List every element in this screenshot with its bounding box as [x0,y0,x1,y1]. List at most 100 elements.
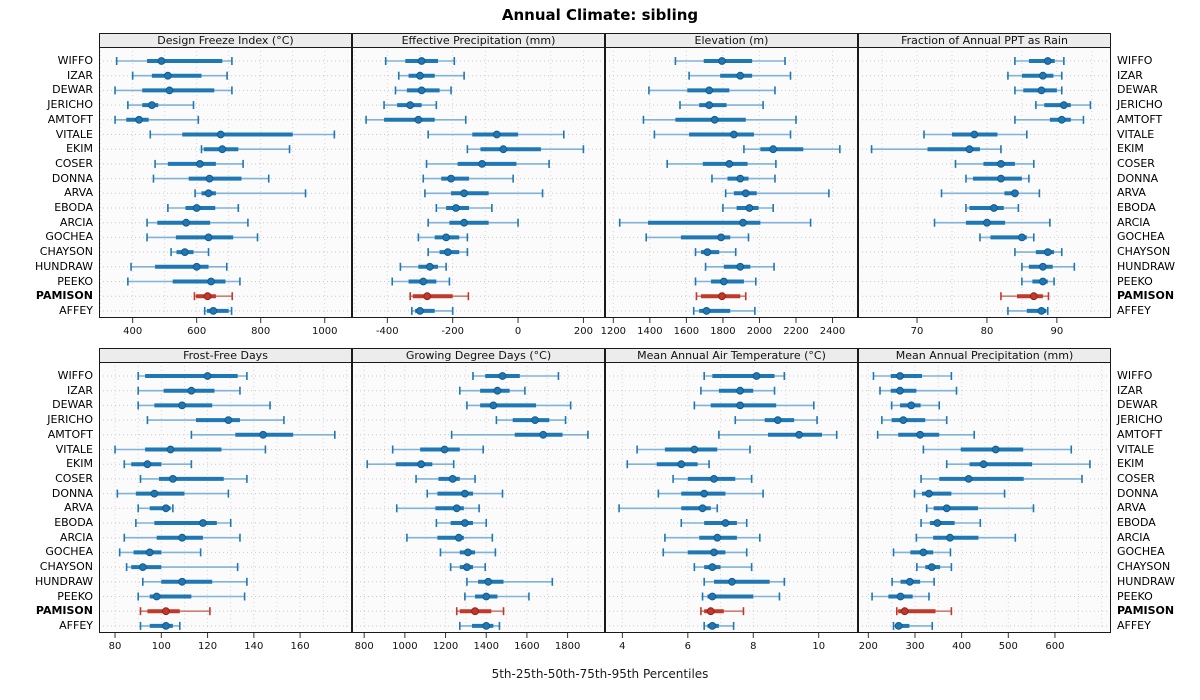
station-row [410,292,468,300]
station-label: ARVA [64,502,93,514]
median-dot [897,387,904,394]
median-dot [444,249,451,256]
x-axis: 4006008001000 [99,318,352,338]
station-label: AFFEY [59,305,93,317]
station-row [1015,248,1062,256]
station-label: JERICHO [47,414,93,426]
median-dot [179,402,186,409]
station-row [619,504,717,512]
station-row [620,219,811,227]
station-row [465,593,529,601]
station-row [701,387,775,395]
station-row [128,101,194,109]
station-row [921,475,1082,483]
station-label: VITALE [56,129,93,141]
station-label: CHAYSON [40,561,93,573]
median-dot [148,102,155,109]
median-dot [490,402,497,409]
median-dot [895,623,902,630]
x-tick-label: 4 [619,641,625,652]
station-labels-left-bottom: WIFFOIZARDEWARJERICHOAMTOFTVITALEEKIMCOS… [0,363,95,633]
median-dot [901,608,908,615]
station-row [1008,72,1062,80]
panel-elevation: Elevation (m) 12001400160018002000220024… [605,33,858,318]
x-tick-label: 1200 [601,326,626,337]
axis-caption: 5th-25th-50th-75th-95th Percentiles [0,667,1200,681]
percentile-plot [100,48,351,316]
station-label: PEEKO [1117,276,1153,288]
x-axis: 80010001200140016001800 [352,633,605,653]
x-axis: 200300400500600 [858,633,1111,653]
median-dot [540,431,547,438]
median-dot [707,608,714,615]
station-row [138,504,173,512]
x-tick-label: 1600 [674,326,699,337]
panel-fraction-ppt-as-rain: Fraction of Annual PPT as Rain 708090 [858,33,1111,318]
station-row [467,578,552,586]
station-label: PAMISON [1117,605,1174,617]
station-row [195,189,305,197]
panel-growing-degree-days: Growing Degree Days (°C) 800100012001400… [352,348,605,633]
median-dot [225,417,232,424]
station-row [873,372,951,380]
station-row [131,263,227,271]
median-dot [164,72,171,79]
median-dot [420,278,427,285]
station-row [872,145,1001,153]
station-row [425,189,543,197]
station-label: PAMISON [36,605,93,617]
panel-strip: Effective Precipitation (mm) [352,33,605,48]
station-label: JERICHO [1117,99,1163,111]
median-dot [146,549,153,556]
station-row [133,72,227,80]
station-label: AMTOFT [1117,114,1162,126]
station-row [124,460,191,468]
median-dot [678,461,685,468]
station-row [138,401,270,409]
median-dot [204,373,211,380]
station-row [915,490,1005,498]
station-row [649,86,775,94]
x-axis: 708090 [858,318,1111,338]
median-dot [908,402,915,409]
median-dot [418,461,425,468]
median-dot [711,476,718,483]
x-tick-label: 6 [685,641,691,652]
x-tick-label: 600 [1045,641,1064,652]
station-label: COSER [55,473,93,485]
median-dot [139,564,146,571]
x-tick-label: -400 [376,326,399,337]
station-label: WIFFO [58,370,93,382]
station-row [921,519,980,527]
station-label: CHAYSON [1117,561,1170,573]
median-dot [461,219,468,226]
panel-strip: Mean Annual Air Temperature (°C) [605,348,858,363]
station-row [171,248,208,256]
median-dot [714,534,721,541]
station-row [194,292,232,300]
median-dot [770,146,777,153]
median-dot [181,249,188,256]
median-dot [991,205,998,212]
station-label: JERICHO [47,99,93,111]
x-tick-label: 2000 [747,326,772,337]
x-tick-label: 1000 [392,641,417,652]
station-row [704,622,733,630]
station-row [115,446,265,454]
station-row [667,160,776,168]
x-tick-label: 10 [812,641,825,652]
station-label: DEWAR [52,84,93,96]
x-tick-label: 800 [251,326,270,337]
station-row [128,278,240,286]
median-dot [532,417,539,424]
panel-plot-area [605,363,858,633]
median-dot [500,146,507,153]
panel-title: Mean Annual Precipitation (mm) [896,349,1073,362]
station-row [457,607,504,615]
x-tick-label: 400 [123,326,142,337]
station-row [416,475,475,483]
median-dot [737,175,744,182]
station-label: HUNDRAW [1117,576,1175,588]
median-dot [774,417,781,424]
station-label: HUNDRAW [1117,261,1175,273]
